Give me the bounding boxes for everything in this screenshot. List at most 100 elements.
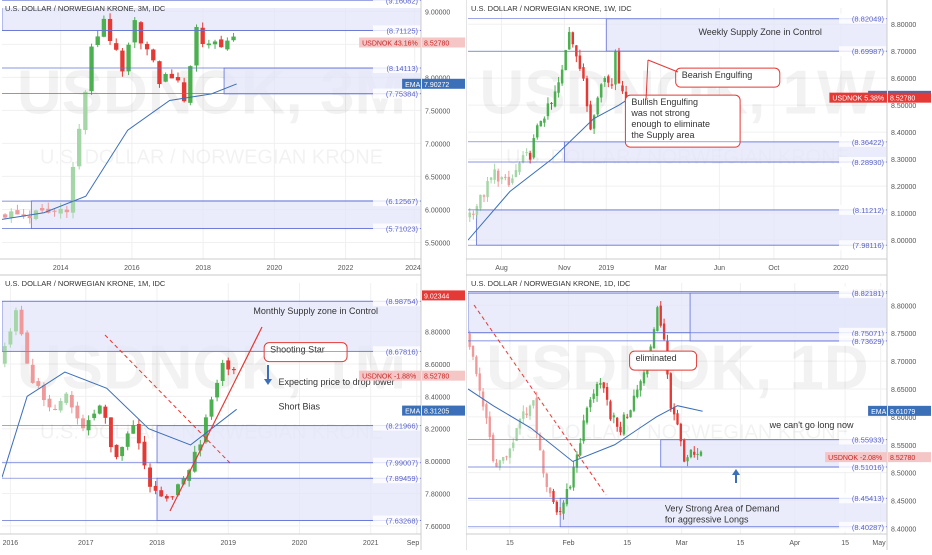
candle-body <box>209 399 214 417</box>
candle-body <box>603 77 607 83</box>
level-label: (8.36422) <box>852 138 885 147</box>
candle-body <box>86 420 91 431</box>
candle-body <box>578 55 582 69</box>
price-tag <box>402 405 421 416</box>
candle-body <box>77 128 82 167</box>
level-label-bg <box>373 457 420 468</box>
level-label-bg <box>373 25 420 36</box>
candle-body <box>2 346 7 364</box>
price-badge <box>422 405 465 416</box>
annotation-text: we can't go long now <box>769 420 854 430</box>
candle-body <box>592 393 595 399</box>
candle-body <box>521 155 525 162</box>
candle-body <box>582 420 585 442</box>
candle-body <box>198 444 203 451</box>
candle-body <box>495 462 498 467</box>
candle-body <box>126 44 131 72</box>
y-tick-label: 8.70000 <box>891 49 916 56</box>
level-label: (7.98116) <box>852 241 884 250</box>
level-label: (5.71023) <box>386 225 419 234</box>
annotation-box <box>263 342 348 363</box>
candle-body <box>518 163 521 173</box>
candle-body <box>629 410 632 418</box>
candle-body <box>475 356 478 374</box>
candle-body <box>542 450 545 474</box>
candle-body <box>14 310 18 332</box>
annotation-text: Shooting Star <box>270 345 325 355</box>
y-tick-label: 7.80000 <box>425 492 450 499</box>
candle-body <box>95 36 100 46</box>
candle-body <box>595 383 599 396</box>
candle-body <box>609 401 612 420</box>
candle-body <box>686 457 689 462</box>
candle-body <box>689 449 693 458</box>
level-label-bg <box>373 346 420 357</box>
candle-body <box>231 368 236 371</box>
chart-panel-1w: USDNOK, 1WU.S. DOLLAR / NORWEGIAN KRONEW… <box>466 0 932 275</box>
x-tick-label: 2019 <box>220 540 236 547</box>
candle-body <box>508 448 512 458</box>
candle-body <box>514 170 518 177</box>
x-tick-label: Oct <box>768 265 779 272</box>
supply-demand-zone <box>605 18 887 52</box>
candle-body <box>592 115 596 129</box>
candle-body <box>596 97 599 115</box>
price-badge-value: 8.52780 <box>890 455 915 462</box>
price-badge <box>888 92 931 103</box>
candle-body <box>676 413 679 425</box>
y-tick-label: 8.80000 <box>425 330 450 337</box>
candle-body <box>8 331 13 345</box>
candle-body <box>188 66 193 103</box>
level-label: (7.99007) <box>386 459 419 468</box>
trendline-support <box>169 326 263 512</box>
level-label-bg <box>373 420 420 431</box>
annotation-text: for aggressive Longs <box>665 515 749 525</box>
level-label-bg <box>839 157 886 168</box>
x-tick-label: 2016 <box>124 265 140 272</box>
candle-body <box>468 333 471 347</box>
level-label-bg <box>839 288 886 299</box>
x-tick-label: Sep <box>407 540 420 547</box>
candle-body <box>75 405 80 419</box>
x-tick-label: 2024 <box>405 265 421 272</box>
y-tick-label: 8.00000 <box>425 459 450 466</box>
price-badge <box>422 370 465 381</box>
candle-body <box>47 398 52 408</box>
level-label: (8.75071) <box>852 329 885 338</box>
y-tick-label: 8.30000 <box>891 157 916 164</box>
price-tag <box>829 92 887 103</box>
candle-body <box>693 451 696 455</box>
candle-body <box>559 511 562 513</box>
price-axis <box>887 0 932 275</box>
y-tick-label: 8.50000 <box>891 103 916 110</box>
level-label-bg <box>839 335 886 346</box>
level-label-bg <box>839 46 886 57</box>
price-badge-value: 8.52780 <box>424 374 449 381</box>
down-arrow-head <box>264 379 272 385</box>
candle-body <box>493 169 496 180</box>
y-tick-label: 8.20000 <box>891 184 916 191</box>
candle-body <box>683 439 686 462</box>
x-tick-label: 2017 <box>78 540 94 547</box>
x-tick-label: 2016 <box>3 540 19 547</box>
candle-body <box>138 22 144 44</box>
level-label: (8.73629) <box>852 337 885 346</box>
level-label: (8.71125) <box>386 26 418 35</box>
chart-title: U.S. DOLLAR / NORWEGIAN KRONE, 1D, IDC <box>471 279 631 288</box>
price-tag <box>825 452 887 463</box>
candle-body <box>582 67 585 79</box>
candle-body <box>567 32 571 50</box>
annotation-box <box>675 67 781 88</box>
price-tag <box>402 78 421 89</box>
price-tag-text: USDNOK 5.38% <box>832 96 884 103</box>
candle-body <box>572 466 575 488</box>
x-tick-label: Feb <box>563 540 575 547</box>
candle-body <box>231 36 236 41</box>
y-tick-label: 8.10000 <box>891 211 916 218</box>
candle-body <box>103 406 108 418</box>
candle-body <box>536 125 539 138</box>
candle-body <box>659 305 662 326</box>
candle-body <box>612 415 615 418</box>
x-tick-label: 2014 <box>53 265 69 272</box>
level-label: (8.98754) <box>386 297 419 306</box>
